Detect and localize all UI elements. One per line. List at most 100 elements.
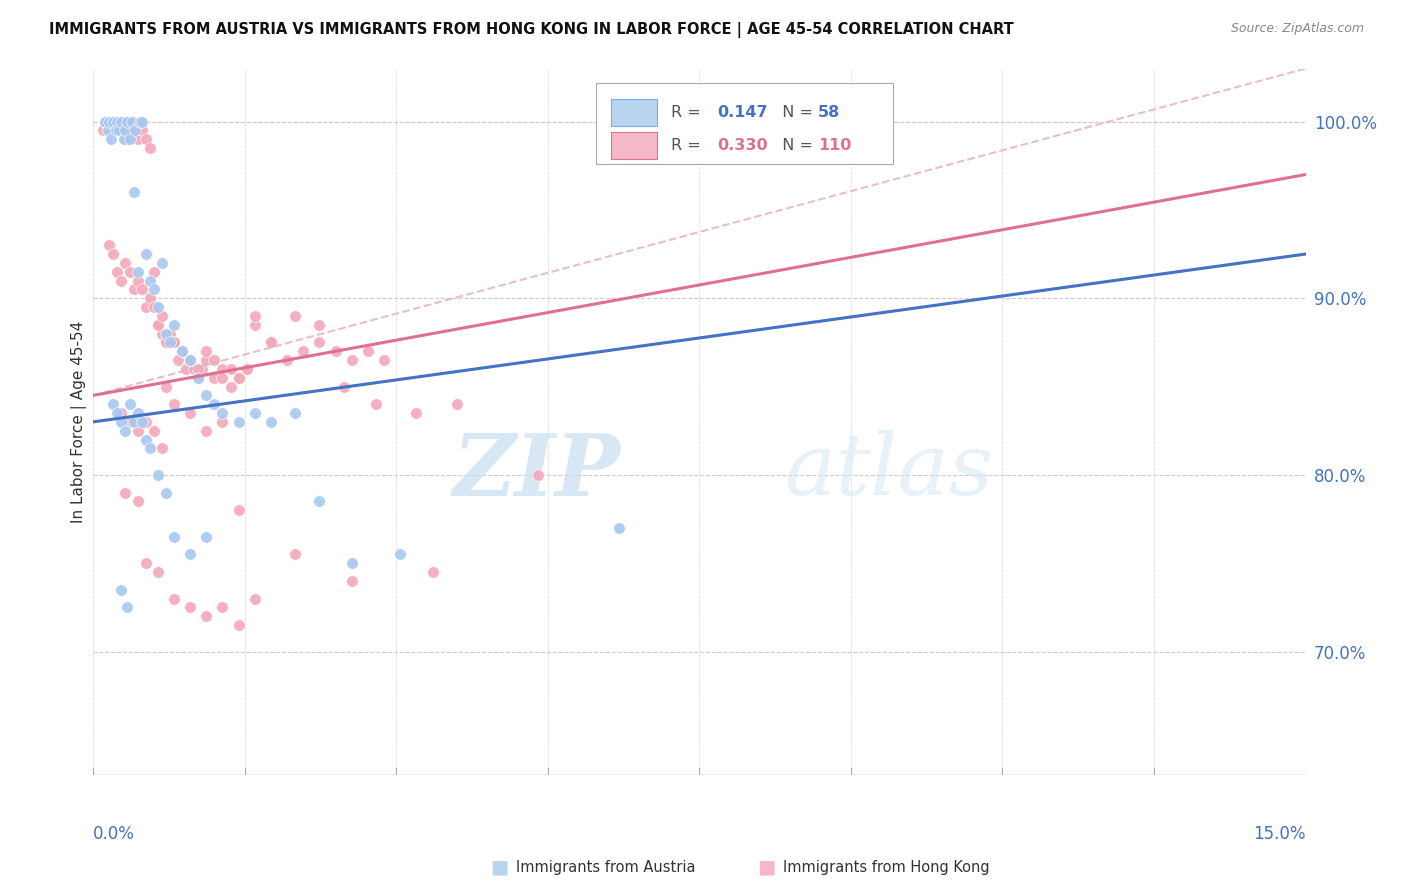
- Point: [118, 415, 141, 429]
- Point: [138, 141, 160, 155]
- Point: [91, 123, 114, 137]
- FancyBboxPatch shape: [610, 99, 657, 126]
- Point: [526, 467, 548, 482]
- Point: [202, 370, 225, 384]
- Text: R =: R =: [672, 105, 706, 120]
- Text: Source: ZipAtlas.com: Source: ZipAtlas.com: [1230, 22, 1364, 36]
- Point: [103, 247, 125, 261]
- Point: [110, 406, 132, 420]
- Point: [115, 132, 138, 146]
- Point: [135, 556, 157, 570]
- Point: [357, 344, 380, 359]
- Point: [122, 185, 145, 199]
- Point: [195, 344, 218, 359]
- Point: [127, 406, 149, 420]
- Point: [138, 274, 160, 288]
- Point: [94, 114, 117, 128]
- Point: [446, 397, 468, 411]
- Point: [142, 300, 165, 314]
- Point: [112, 132, 135, 146]
- Point: [211, 406, 233, 420]
- Point: [122, 415, 145, 429]
- Point: [195, 424, 218, 438]
- Point: [340, 556, 363, 570]
- Point: [150, 326, 173, 341]
- Point: [195, 353, 218, 368]
- Text: N =: N =: [772, 105, 818, 120]
- Point: [100, 132, 122, 146]
- FancyBboxPatch shape: [610, 132, 657, 159]
- Point: [146, 318, 169, 332]
- Point: [260, 335, 283, 350]
- Point: [98, 114, 121, 128]
- Point: [135, 415, 157, 429]
- Point: [373, 353, 395, 368]
- Point: [103, 397, 125, 411]
- Point: [127, 274, 149, 288]
- Point: [211, 600, 233, 615]
- Point: [142, 424, 165, 438]
- Point: [118, 114, 141, 128]
- Point: [103, 114, 125, 128]
- Point: [155, 326, 177, 341]
- Point: [110, 415, 132, 429]
- Text: ■: ■: [756, 857, 776, 877]
- Point: [135, 300, 157, 314]
- Point: [292, 344, 315, 359]
- Point: [179, 548, 201, 562]
- Text: ZIP: ZIP: [453, 430, 620, 513]
- Text: Immigrants from Austria: Immigrants from Austria: [516, 860, 696, 874]
- Point: [195, 530, 218, 544]
- Point: [284, 548, 307, 562]
- Text: 0.0%: 0.0%: [93, 825, 135, 843]
- Point: [228, 503, 250, 517]
- Point: [115, 114, 138, 128]
- Text: 58: 58: [818, 105, 841, 120]
- Text: IMMIGRANTS FROM AUSTRIA VS IMMIGRANTS FROM HONG KONG IN LABOR FORCE | AGE 45-54 : IMMIGRANTS FROM AUSTRIA VS IMMIGRANTS FR…: [49, 22, 1014, 38]
- Point: [105, 406, 128, 420]
- Point: [135, 132, 157, 146]
- Point: [155, 335, 177, 350]
- Point: [118, 397, 141, 411]
- Point: [219, 362, 242, 376]
- Text: 0.147: 0.147: [717, 105, 768, 120]
- Y-axis label: In Labor Force | Age 45-54: In Labor Force | Age 45-54: [72, 321, 87, 523]
- Point: [243, 309, 266, 323]
- Point: [228, 370, 250, 384]
- Point: [97, 123, 120, 137]
- Point: [235, 362, 257, 376]
- Point: [118, 265, 141, 279]
- Point: [243, 591, 266, 606]
- Point: [146, 467, 169, 482]
- Point: [110, 114, 132, 128]
- Point: [94, 114, 117, 128]
- Point: [607, 521, 630, 535]
- Point: [131, 123, 153, 137]
- Point: [195, 388, 218, 402]
- Point: [112, 123, 135, 137]
- Point: [159, 335, 181, 350]
- Point: [114, 256, 136, 270]
- Point: [150, 256, 173, 270]
- Point: [163, 591, 186, 606]
- Point: [100, 123, 122, 137]
- Point: [211, 370, 233, 384]
- Point: [191, 362, 214, 376]
- Point: [127, 494, 149, 508]
- Point: [127, 265, 149, 279]
- Text: N =: N =: [772, 138, 818, 153]
- Point: [155, 335, 177, 350]
- Point: [179, 353, 201, 368]
- Point: [104, 123, 127, 137]
- Point: [146, 565, 169, 579]
- Point: [115, 600, 138, 615]
- Point: [179, 600, 201, 615]
- Point: [340, 353, 363, 368]
- Point: [121, 114, 143, 128]
- Text: 15.0%: 15.0%: [1253, 825, 1306, 843]
- Point: [163, 318, 186, 332]
- Point: [187, 370, 209, 384]
- Point: [155, 379, 177, 393]
- Point: [308, 318, 330, 332]
- Point: [163, 335, 186, 350]
